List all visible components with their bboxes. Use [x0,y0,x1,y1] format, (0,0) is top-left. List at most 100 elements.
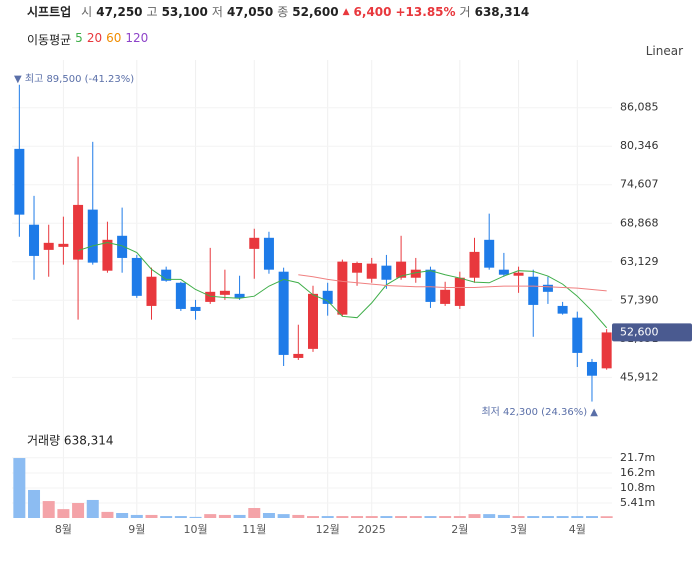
y-tick-label: 86,085 [620,101,659,114]
volume-bar [42,501,55,518]
volume-bar [424,516,437,518]
value: 47,050 [226,4,274,19]
label: 종 [277,5,289,19]
volume-bar [145,514,158,518]
header: 시프트업 시 47,250 고 53,100 저 47,050 종 52,600 ▲ 6,… [27,3,529,20]
candle-body [234,293,245,298]
volume-bar [28,489,41,518]
volume-bar [527,516,540,518]
scale-button[interactable]: Linear [645,44,683,58]
x-tick-label: 2월 [451,523,468,536]
label: 거 [459,5,471,19]
candle-body [249,237,260,249]
value: +13.85% [395,4,456,19]
candle-body [601,332,612,369]
volume-bar [277,514,290,518]
volume-bar [174,516,187,518]
volume-bar [218,514,231,518]
candle-body [131,257,142,296]
volume-tick-label: 10.8m [620,481,655,494]
candle-body [469,251,480,278]
candle-body [14,148,25,215]
last-price-label: 52,600 [620,325,659,338]
x-tick-label: 11월 [242,523,266,536]
candle-body [175,282,186,309]
volume-bar [160,516,173,518]
ma-line [298,274,607,292]
legend-item: 120 [125,31,149,45]
stock-name: 시프트업 [27,5,72,19]
candle-body [528,276,539,305]
value: 638,314 [474,4,530,19]
max-annotation: ▼ 최고 89,500 (-41.23%) [14,73,134,85]
volume-bar [395,516,408,518]
volume-bar [468,514,481,518]
volume-bar [86,499,99,518]
arrow: ▲ [342,6,350,17]
volume-bar [321,516,334,518]
volume-bar [130,514,143,518]
candle-body [29,224,40,256]
candle-body [425,269,436,302]
candle-body [146,276,157,306]
volume-bar [116,513,129,518]
ma-line [77,241,608,329]
candle-body [542,284,553,292]
y-tick-label: 68,868 [620,216,659,229]
candle-body [293,353,304,358]
volume-tick-label: 5.41m [620,496,655,509]
volume-bar [189,516,202,518]
volume-bar [233,514,246,518]
legend-item: 60 [106,31,122,45]
volume-bar [483,514,496,518]
label: 시 [81,5,93,19]
volume-tick-label: 16.2m [620,466,655,479]
candle-body [322,290,333,304]
candle-body [73,204,84,260]
candle-body [161,269,172,281]
candle-body [58,243,69,247]
x-tick-label: 3월 [510,523,527,536]
volume-bar [351,516,364,518]
volume-bar [365,516,378,518]
x-tick-label: 10월 [183,523,207,536]
value: 53,100 [161,4,208,19]
candle-body [572,317,583,353]
candle-body [396,261,407,278]
candle-body [381,265,392,280]
x-tick-label: 12월 [316,523,340,536]
volume-bar [101,511,114,518]
volume-bar [497,514,510,518]
value: 52,600 [292,4,339,19]
candle-body [352,262,363,273]
candle-body [410,269,421,278]
volume-bar [556,516,569,518]
volume-bar [409,516,422,518]
volume-bar [571,516,584,518]
volume-bar [336,516,349,518]
volume-bar [248,508,261,518]
x-tick-label: 4월 [569,523,586,536]
candle-body [484,239,495,268]
value: 47,250 [96,4,143,19]
legend-item: 5 [75,31,83,45]
label: 고 [146,5,158,19]
volume-bar [204,514,217,518]
x-tick-label: 9월 [128,523,145,536]
candle-body [87,209,98,263]
legend-title: 이동평균 [27,33,72,47]
candle-body [43,242,54,250]
x-tick-label: 8월 [55,523,72,536]
candle-body [337,261,348,315]
label: 저 [211,5,223,19]
last-price-box [612,323,692,342]
candle-body [308,293,318,349]
volume-bar [439,516,452,518]
candle-body [263,237,274,270]
volume-bar [585,516,598,518]
x-tick-label: 2025 [358,523,386,536]
candle-body [366,263,377,279]
y-tick-label: 74,607 [620,178,659,191]
volume-bar [380,516,393,518]
